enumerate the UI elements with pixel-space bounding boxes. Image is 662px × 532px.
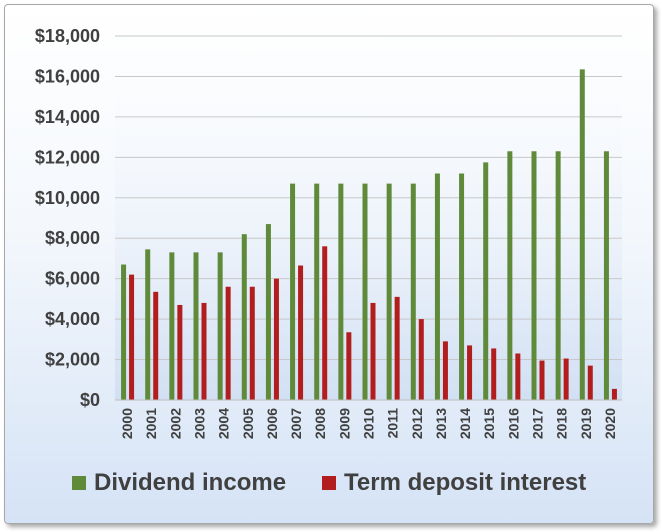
y-tick-label: $6,000 — [45, 269, 100, 289]
legend-swatch-dividend-income — [72, 476, 86, 490]
dividend-income-bar — [386, 183, 392, 400]
x-tick-label: 2006 — [264, 408, 280, 439]
term-deposit-interest-bar — [273, 278, 279, 400]
term-deposit-interest-bar — [418, 319, 424, 400]
x-tick-label: 2010 — [361, 408, 377, 439]
term-deposit-interest-bar — [346, 332, 352, 400]
dividend-income-bar — [290, 183, 296, 400]
term-deposit-interest-bar — [129, 274, 135, 400]
y-tick-label: $10,000 — [35, 188, 100, 208]
x-tick-label: 2007 — [288, 408, 304, 439]
term-deposit-interest-bar — [249, 286, 255, 400]
term-deposit-interest-bar — [563, 358, 569, 400]
dividend-income-bar — [579, 69, 585, 400]
dividend-income-bar — [217, 252, 223, 400]
x-tick-label: 2008 — [312, 408, 328, 439]
term-deposit-interest-bar — [298, 265, 304, 400]
x-tick-label: 2011 — [385, 408, 401, 439]
y-tick-label: $8,000 — [45, 228, 100, 248]
dividend-income-bar — [338, 183, 344, 400]
legend-label-dividend-income: Dividend income — [94, 469, 286, 496]
x-tick-label: 2020 — [602, 408, 618, 439]
dividend-income-bar — [531, 151, 537, 400]
x-tick-label: 2009 — [336, 408, 352, 439]
x-tick-label: 2017 — [530, 408, 546, 439]
legend-label-term-deposit-interest: Term deposit interest — [344, 469, 586, 496]
term-deposit-interest-bar — [587, 365, 593, 400]
term-deposit-interest-bar — [177, 304, 183, 400]
y-tick-label: $16,000 — [35, 66, 100, 86]
y-tick-label: $14,000 — [35, 107, 100, 127]
x-tick-label: 2005 — [240, 408, 256, 439]
y-tick-label: $2,000 — [45, 350, 100, 370]
legend-swatch-term-deposit-interest — [322, 476, 336, 490]
dividend-income-bar — [121, 264, 127, 400]
dividend-income-bar — [193, 252, 199, 400]
term-deposit-interest-bar — [491, 348, 497, 400]
legend: Dividend income Term deposit interest — [72, 469, 586, 496]
term-deposit-interest-bar — [442, 341, 448, 400]
dividend-income-bar — [410, 183, 416, 400]
y-tick-label: $18,000 — [35, 26, 100, 46]
term-deposit-interest-bar — [611, 388, 617, 400]
term-deposit-interest-bar — [225, 286, 231, 400]
dividend-income-bar — [145, 249, 151, 400]
term-deposit-interest-bar — [153, 291, 159, 400]
x-tick-label: 2013 — [433, 408, 449, 439]
dividend-income-bar — [603, 151, 609, 400]
term-deposit-interest-bar — [467, 345, 473, 400]
term-deposit-interest-bar — [201, 302, 207, 400]
x-tick-label: 2015 — [481, 408, 497, 439]
x-tick-label: 2002 — [167, 408, 183, 439]
term-deposit-interest-bar — [539, 360, 545, 400]
x-tick-label: 2001 — [143, 408, 159, 439]
x-axis: 2000 2001 2002 2003 2004 2005 2006 2007 2008 2009… — [115, 399, 622, 439]
term-deposit-interest-bar — [515, 353, 521, 400]
dividend-income-bar — [459, 173, 465, 400]
dividend-income-bar — [434, 173, 440, 400]
dividend-income-bar — [314, 183, 320, 400]
term-deposit-interest-bar — [370, 302, 376, 400]
x-tick-label: 2004 — [216, 408, 232, 439]
x-tick-label: 2003 — [192, 408, 208, 439]
x-tick-label: 2014 — [457, 408, 473, 439]
dividend-income-bar — [241, 234, 247, 400]
x-tick-label: 2012 — [409, 408, 425, 439]
bars — [121, 69, 617, 400]
gridlines — [115, 35, 622, 361]
dividend-income-bar — [265, 224, 271, 400]
dividend-income-bar — [483, 162, 489, 400]
dividend-income-bar — [362, 183, 368, 400]
y-tick-label: $0 — [80, 390, 100, 410]
y-tick-label: $4,000 — [45, 309, 100, 329]
term-deposit-interest-bar — [394, 296, 400, 400]
plot-area — [115, 36, 622, 400]
y-tick-label: $12,000 — [35, 147, 100, 167]
x-tick-label: 2016 — [505, 408, 521, 439]
x-tick-label: 2019 — [578, 408, 594, 439]
term-deposit-interest-bar — [322, 246, 328, 400]
y-axis: $0 $2,000 $4,000 $6,000 $8,000 $10,000 $12,000… — [35, 26, 100, 410]
x-tick-label: 2000 — [119, 408, 135, 439]
dividend-income-bar — [169, 252, 175, 400]
x-tick-label: 2018 — [554, 408, 570, 439]
dividend-income-bar — [507, 151, 513, 400]
dividend-income-bar — [555, 151, 561, 400]
